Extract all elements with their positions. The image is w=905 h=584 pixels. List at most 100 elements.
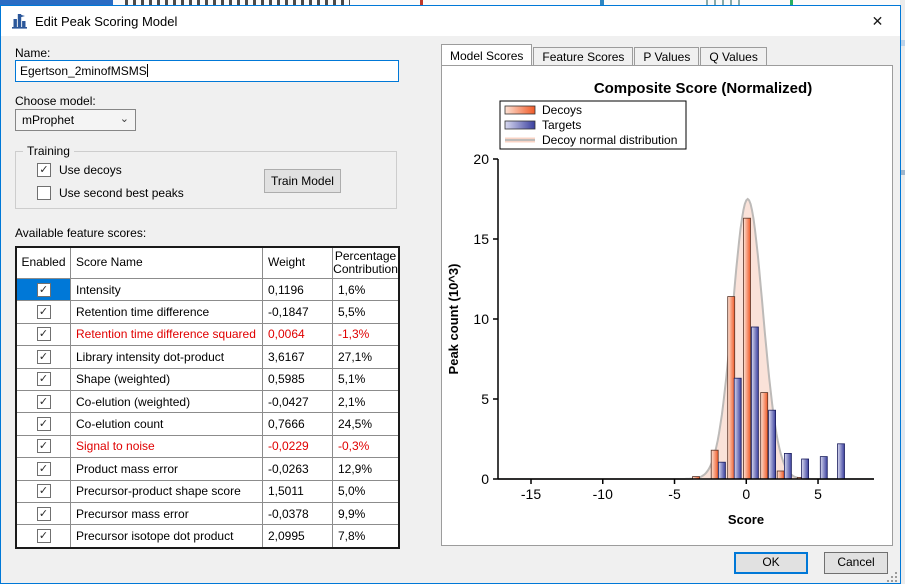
ok-button[interactable]: OK [734, 552, 808, 574]
tab-model-scores[interactable]: Model Scores [441, 44, 532, 65]
percentage-contribution-cell[interactable]: 1,6% [332, 279, 398, 300]
svg-text:Decoys: Decoys [542, 103, 582, 117]
name-input[interactable]: Egertson_2minofMSMS [15, 60, 399, 82]
enabled-checkbox[interactable]: ✓ [37, 305, 51, 319]
weight-cell[interactable]: 3,6167 [262, 346, 332, 367]
target-bar [784, 453, 791, 479]
score-name-cell[interactable]: Co-elution (weighted) [70, 391, 262, 412]
train-model-button[interactable]: Train Model [264, 169, 341, 193]
percentage-contribution-cell[interactable]: 5,5% [332, 301, 398, 322]
decoy-bar [744, 218, 751, 479]
dialog-title: Edit Peak Scoring Model [35, 14, 177, 29]
table-row: ✓ Shape (weighted)0,59855,1% [17, 368, 398, 390]
name-value: Egertson_2minofMSMS [20, 64, 147, 78]
enabled-checkbox-cell[interactable]: ✓ [17, 413, 70, 434]
enabled-checkbox-cell[interactable]: ✓ [17, 503, 70, 524]
percentage-contribution-cell[interactable]: 5,0% [332, 481, 398, 502]
close-icon[interactable]: ✕ [855, 6, 900, 36]
title-bar: Edit Peak Scoring Model ✕ [1, 6, 900, 36]
column-header-score-name: Score Name [70, 248, 262, 278]
score-name-cell[interactable]: Precursor mass error [70, 503, 262, 524]
weight-cell[interactable]: 0,1196 [262, 279, 332, 300]
svg-text:10: 10 [473, 311, 489, 327]
weight-cell[interactable]: 2,0995 [262, 525, 332, 546]
score-name-cell[interactable]: Precursor-product shape score [70, 481, 262, 502]
svg-text:-15: -15 [521, 486, 541, 502]
score-name-cell[interactable]: Shape (weighted) [70, 369, 262, 390]
percentage-contribution-cell[interactable]: 9,9% [332, 503, 398, 524]
weight-cell[interactable]: -0,0378 [262, 503, 332, 524]
use-decoys-checkbox[interactable]: ✓ [37, 163, 51, 177]
percentage-contribution-cell[interactable]: 27,1% [332, 346, 398, 367]
table-row: ✓ Signal to noise-0,0229-0,3% [17, 435, 398, 457]
enabled-checkbox-cell[interactable]: ✓ [17, 391, 70, 412]
tab-p-values[interactable]: P Values [634, 47, 699, 65]
use-second-best-peaks-checkbox[interactable] [37, 186, 51, 200]
enabled-checkbox[interactable]: ✓ [37, 327, 51, 341]
percentage-contribution-cell[interactable]: -1,3% [332, 324, 398, 345]
enabled-checkbox-cell[interactable]: ✓ [17, 369, 70, 390]
enabled-checkbox-cell[interactable]: ✓ [17, 279, 70, 300]
enabled-checkbox[interactable]: ✓ [37, 417, 51, 431]
enabled-checkbox-cell[interactable]: ✓ [17, 436, 70, 457]
target-bar [769, 410, 776, 479]
weight-cell[interactable]: 0,0064 [262, 324, 332, 345]
score-name-cell[interactable]: Signal to noise [70, 436, 262, 457]
enabled-checkbox-cell[interactable]: ✓ [17, 346, 70, 367]
score-name-cell[interactable]: Product mass error [70, 458, 262, 479]
enabled-checkbox[interactable]: ✓ [37, 350, 51, 364]
use-decoys-label: Use decoys [59, 163, 122, 177]
enabled-checkbox[interactable]: ✓ [37, 462, 51, 476]
choose-model-label: Choose model: [15, 94, 96, 108]
percentage-contribution-cell[interactable]: 7,8% [332, 525, 398, 546]
composite-score-chart: Composite Score (Normalized)05101520-15-… [441, 65, 893, 546]
weight-cell[interactable]: 0,5985 [262, 369, 332, 390]
tab-q-values[interactable]: Q Values [700, 47, 766, 65]
score-name-cell[interactable]: Retention time difference squared [70, 324, 262, 345]
enabled-checkbox[interactable]: ✓ [37, 283, 51, 297]
svg-text:0: 0 [742, 486, 750, 502]
column-header-percentage-contribution: Percentage Contribution [332, 248, 398, 278]
enabled-checkbox[interactable]: ✓ [37, 372, 51, 386]
resize-grip[interactable] [887, 572, 897, 582]
percentage-contribution-cell[interactable]: 5,1% [332, 369, 398, 390]
score-name-cell[interactable]: Intensity [70, 279, 262, 300]
enabled-checkbox-cell[interactable]: ✓ [17, 324, 70, 345]
score-name-cell[interactable]: Co-elution count [70, 413, 262, 434]
enabled-checkbox-cell[interactable]: ✓ [17, 525, 70, 546]
weight-cell[interactable]: -0,0263 [262, 458, 332, 479]
weight-cell[interactable]: 0,7666 [262, 413, 332, 434]
svg-text:Decoy normal distribution: Decoy normal distribution [542, 133, 677, 147]
percentage-contribution-cell[interactable]: 12,9% [332, 458, 398, 479]
percentage-contribution-cell[interactable]: -0,3% [332, 436, 398, 457]
tab-feature-scores[interactable]: Feature Scores [533, 47, 633, 65]
percentage-contribution-cell[interactable]: 2,1% [332, 391, 398, 412]
weight-cell[interactable]: -0,0427 [262, 391, 332, 412]
svg-text:Peak count (10^3): Peak count (10^3) [446, 264, 461, 375]
enabled-checkbox[interactable]: ✓ [37, 395, 51, 409]
weight-cell[interactable]: 1,5011 [262, 481, 332, 502]
enabled-checkbox-cell[interactable]: ✓ [17, 481, 70, 502]
svg-text:15: 15 [473, 231, 489, 247]
available-feature-scores-label: Available feature scores: [15, 226, 146, 240]
enabled-checkbox-cell[interactable]: ✓ [17, 301, 70, 322]
weight-cell[interactable]: -0,0229 [262, 436, 332, 457]
decoy-bar [711, 450, 718, 479]
table-row: ✓ Retention time difference squared0,0064… [17, 323, 398, 345]
score-name-cell[interactable]: Precursor isotope dot product [70, 525, 262, 546]
enabled-checkbox[interactable]: ✓ [37, 484, 51, 498]
score-name-cell[interactable]: Library intensity dot-product [70, 346, 262, 367]
enabled-checkbox-cell[interactable]: ✓ [17, 458, 70, 479]
enabled-checkbox[interactable]: ✓ [37, 529, 51, 543]
enabled-checkbox[interactable]: ✓ [37, 439, 51, 453]
svg-text:20: 20 [473, 151, 489, 167]
weight-cell[interactable]: -0,1847 [262, 301, 332, 322]
model-dropdown[interactable]: mProphet ⌄ [15, 109, 136, 131]
enabled-checkbox[interactable]: ✓ [37, 507, 51, 521]
table-row: ✓ Co-elution (weighted)-0,04272,1% [17, 390, 398, 412]
cancel-button[interactable]: Cancel [824, 552, 888, 574]
percentage-contribution-cell[interactable]: 24,5% [332, 413, 398, 434]
svg-text:-10: -10 [593, 486, 613, 502]
table-row: ✓ Precursor mass error-0,03789,9% [17, 502, 398, 524]
score-name-cell[interactable]: Retention time difference [70, 301, 262, 322]
